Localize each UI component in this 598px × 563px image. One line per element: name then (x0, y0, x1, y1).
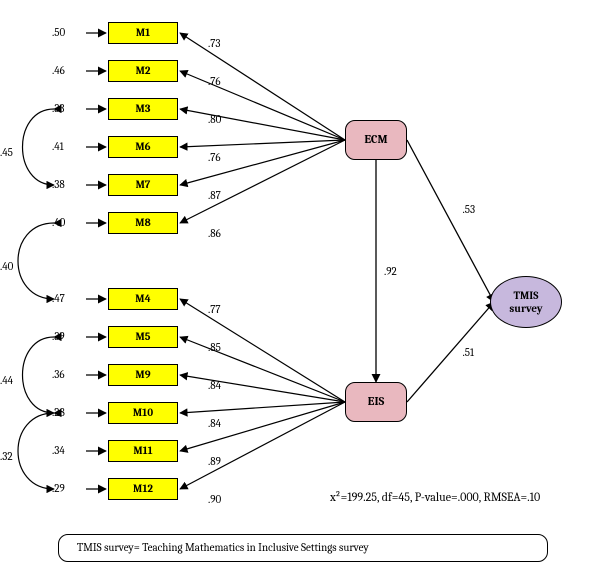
error-covariance-label: .45 (0, 146, 13, 159)
indicator-m10: M10 (108, 402, 178, 424)
indicator-m5: M5 (108, 326, 178, 348)
fit-statistics: x²=199.25, df=45, P-value=.000, RMSEA=.1… (330, 490, 540, 504)
loading-label: .84 (208, 379, 221, 392)
loading-label: .80 (208, 113, 221, 126)
loading-label: .85 (208, 341, 221, 354)
error-variance-label: .46 (52, 64, 65, 77)
error-covariance-label: .32 (0, 450, 13, 463)
error-variance-label: .40 (52, 216, 65, 229)
error-variance-label: .36 (52, 368, 65, 381)
error-covariance-label: .44 (0, 374, 13, 387)
error-variance-label: .38 (52, 178, 65, 191)
error-variance-label: .29 (52, 482, 65, 495)
legend-box: TMIS survey= Teaching Mathematics in Inc… (58, 534, 548, 562)
loading-label: .87 (208, 189, 221, 202)
latent-ecm: ECM (345, 120, 407, 160)
structural-path-label: .53 (463, 203, 476, 216)
latent-eis: EIS (345, 382, 407, 422)
indicator-m8: M8 (108, 212, 178, 234)
indicator-m9: M9 (108, 364, 178, 386)
indicator-m12: M12 (108, 478, 178, 500)
loading-label: .86 (208, 227, 221, 240)
error-variance-label: .34 (52, 444, 65, 457)
indicator-m7: M7 (108, 174, 178, 196)
error-covariance-label: .40 (0, 260, 13, 273)
error-variance-label: .39 (52, 330, 65, 343)
error-variance-label: .33 (52, 102, 64, 115)
loading-label: .76 (208, 75, 221, 88)
error-variance-label: .41 (52, 140, 64, 153)
indicator-m4: M4 (108, 288, 178, 310)
error-variance-label: .28 (52, 406, 65, 419)
indicator-m2: M2 (108, 60, 178, 82)
loading-label: .90 (208, 493, 221, 506)
indicator-m1: M1 (108, 22, 178, 44)
latent-covariance-label: .92 (384, 265, 397, 278)
loading-label: .76 (208, 151, 221, 164)
loading-label: .89 (208, 455, 221, 468)
error-variance-label: .50 (52, 26, 65, 39)
loading-label: .77 (208, 303, 221, 316)
sem-diagram: .50 M1 .46 M2 .33 M3 .41 M6 .38 M7 .40 M8 .47 M4 .39 M5… (0, 0, 598, 563)
indicator-m3: M3 (108, 98, 178, 120)
error-variance-label: .47 (52, 292, 65, 305)
indicator-m11: M11 (108, 440, 178, 462)
loading-label: .84 (208, 417, 221, 430)
outcome-tmis: TMISsurvey (490, 276, 562, 328)
structural-path-label: .51 (463, 346, 474, 359)
indicator-m6: M6 (108, 136, 178, 158)
loading-label: .73 (208, 37, 221, 50)
